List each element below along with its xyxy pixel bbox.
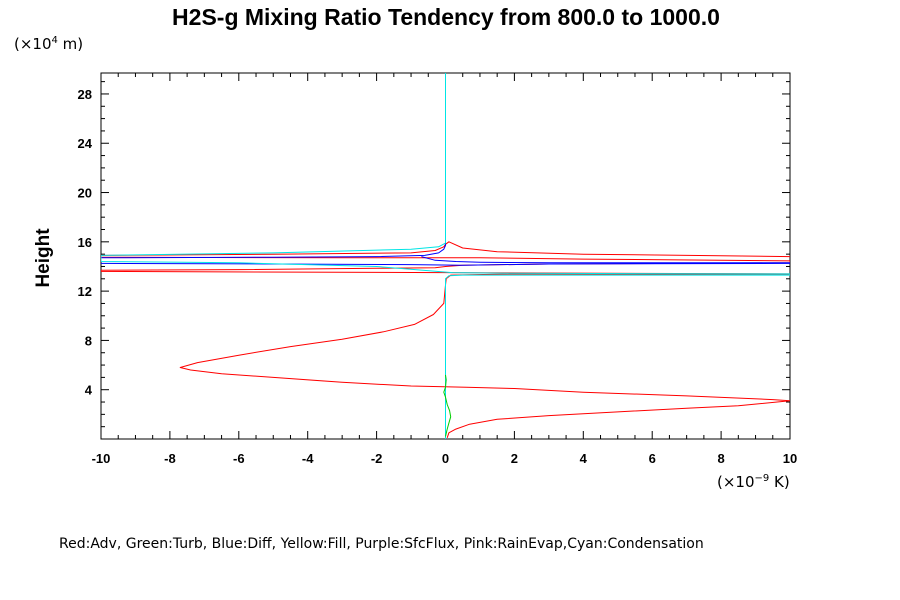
x-tick-label: 4 xyxy=(580,451,588,466)
y-tick-label: 16 xyxy=(78,235,92,250)
series-line-condensation xyxy=(101,73,790,439)
y-tick-label: 12 xyxy=(78,284,92,299)
y-tick-label: 20 xyxy=(78,186,92,201)
series-line-diff-core xyxy=(101,256,790,266)
y-tick-label: 4 xyxy=(85,383,93,398)
legend-text: Red:Adv, Green:Turb, Blue:Diff, Yellow:F… xyxy=(59,536,704,552)
y-axis-unit: (×104 m) xyxy=(14,35,83,53)
x-tick-label: -4 xyxy=(302,451,314,466)
chart-title: H2S-g Mixing Ratio Tendency from 800.0 t… xyxy=(172,4,720,30)
y-axis-ticks: 4 8 12 16 20 24 28 xyxy=(78,81,790,428)
y-tick-label: 28 xyxy=(78,87,92,102)
x-axis-unit: (×10−9 K) xyxy=(717,473,790,491)
x-tick-label: -10 xyxy=(92,451,111,466)
x-tick-label: -6 xyxy=(233,451,245,466)
x-axis-ticks: -10 -8 -6 -4 -2 0 2 4 6 8 10 xyxy=(92,73,797,466)
x-tick-label: -2 xyxy=(371,451,383,466)
x-tick-label: 2 xyxy=(511,451,518,466)
x-tick-label: 0 xyxy=(442,451,449,466)
x-tick-label: 6 xyxy=(649,451,656,466)
series-line-diff xyxy=(101,241,446,259)
series-line-turb xyxy=(443,374,452,437)
x-tick-label: 10 xyxy=(783,451,797,466)
y-axis-label: Height xyxy=(33,228,54,288)
series-layer xyxy=(101,73,790,439)
y-tick-label: 8 xyxy=(85,333,92,348)
x-tick-label: 8 xyxy=(717,451,724,466)
x-tick-label: -8 xyxy=(164,451,176,466)
y-tick-label: 24 xyxy=(78,136,93,151)
